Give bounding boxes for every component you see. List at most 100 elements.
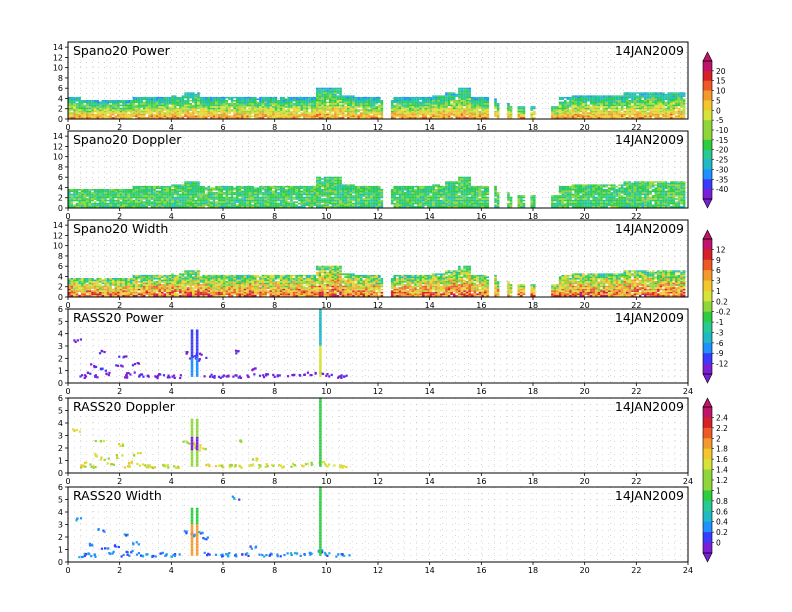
- heat-cell: [455, 113, 459, 116]
- heat-cell: [414, 112, 417, 114]
- heat-cell: [124, 113, 128, 116]
- heat-cell: [282, 202, 285, 205]
- heat-cell: [323, 116, 327, 119]
- heat-cell: [251, 115, 254, 117]
- heat-cell: [197, 113, 200, 116]
- heat-cell: [344, 205, 347, 208]
- heat-cell: [96, 199, 99, 202]
- heat-cell: [636, 103, 639, 105]
- heat-cell: [473, 113, 477, 116]
- heat-cell: [189, 109, 192, 111]
- heat-cell: [458, 92, 461, 94]
- heat-cell: [246, 199, 249, 202]
- heat-cell: [261, 110, 265, 113]
- heat-cell: [130, 189, 133, 191]
- heat-cell: [300, 187, 304, 190]
- heat-cell: [455, 93, 459, 96]
- heat-cell: [359, 103, 363, 105]
- heat-cell: [579, 113, 583, 116]
- heat-cell: [86, 113, 89, 116]
- heat-cell: [251, 110, 254, 113]
- heat-cell: [600, 100, 603, 102]
- heat-cell: [326, 193, 329, 196]
- heat-cell: [605, 107, 608, 110]
- heat-cell: [292, 104, 296, 107]
- heat-cell: [615, 95, 619, 97]
- heat-cell: [140, 199, 143, 202]
- heat-cell: [212, 98, 216, 101]
- heat-cell: [269, 106, 273, 108]
- heat-cell: [264, 100, 267, 102]
- heat-cell: [173, 199, 177, 202]
- heat-cell: [124, 112, 128, 114]
- heat-cell: [132, 110, 136, 113]
- heat-cell: [68, 190, 71, 193]
- heat-cell: [437, 106, 440, 108]
- heat-cell: [347, 98, 350, 101]
- heat-cell: [336, 96, 340, 99]
- heat-cell: [292, 204, 296, 206]
- heat-cell: [223, 101, 226, 104]
- heat-cell: [367, 116, 371, 119]
- heat-cell: [393, 115, 397, 117]
- heat-cell: [179, 190, 182, 193]
- heat-cell: [326, 184, 329, 186]
- heat-cell: [127, 109, 130, 111]
- heat-cell: [114, 205, 118, 208]
- heat-cell: [189, 96, 192, 99]
- heat-cell: [442, 101, 446, 104]
- heat-cell: [158, 115, 161, 117]
- heat-cell: [96, 112, 99, 114]
- heat-cell: [204, 199, 208, 202]
- heat-cell: [507, 104, 510, 107]
- heat-cell: [677, 109, 681, 111]
- heat-cell: [310, 116, 314, 119]
- heat-cell: [194, 103, 198, 105]
- heat-cell: [651, 104, 655, 107]
- heat-cell: [618, 100, 621, 102]
- heat-cell: [202, 113, 205, 116]
- heat-cell: [83, 106, 87, 108]
- heat-cell: [326, 112, 329, 114]
- heat-cell: [228, 112, 231, 114]
- heat-cell: [463, 110, 466, 113]
- heat-cell: [225, 113, 229, 116]
- heat-cell: [124, 115, 128, 117]
- heat-cell: [494, 113, 497, 116]
- heat-cell: [279, 116, 283, 119]
- heat-cell: [607, 113, 611, 116]
- heat-cell: [83, 107, 87, 110]
- heat-cell: [197, 205, 200, 208]
- data-marks: [68, 176, 686, 208]
- heat-cell: [421, 98, 425, 101]
- heat-cell: [204, 101, 208, 104]
- heat-cell: [93, 116, 97, 119]
- heat-cell: [321, 92, 324, 94]
- heat-cell: [194, 98, 198, 101]
- heat-cell: [282, 112, 285, 114]
- heat-cell: [171, 106, 174, 108]
- heat-cell: [111, 198, 115, 200]
- heat-cell: [137, 185, 141, 188]
- heat-cell: [173, 103, 177, 105]
- heat-cell: [396, 190, 399, 193]
- heat-cell: [401, 198, 404, 200]
- heat-cell: [372, 190, 376, 193]
- heat-cell: [576, 113, 580, 116]
- heat-cell: [682, 110, 686, 113]
- heat-cell: [636, 95, 639, 97]
- heat-cell: [135, 198, 138, 200]
- heat-cell: [204, 103, 208, 105]
- heat-cell: [243, 201, 247, 203]
- heat-cell: [117, 100, 120, 102]
- heat-cell: [142, 103, 146, 105]
- heat-cell: [370, 110, 373, 113]
- heat-cell: [331, 109, 335, 111]
- heat-cell: [401, 98, 404, 101]
- heat-cell: [168, 113, 172, 116]
- heat-cell: [600, 106, 603, 108]
- heat-cell: [347, 104, 350, 107]
- heat-cell: [86, 204, 89, 206]
- heat-cell: [657, 104, 660, 107]
- heat-cell: [357, 103, 360, 105]
